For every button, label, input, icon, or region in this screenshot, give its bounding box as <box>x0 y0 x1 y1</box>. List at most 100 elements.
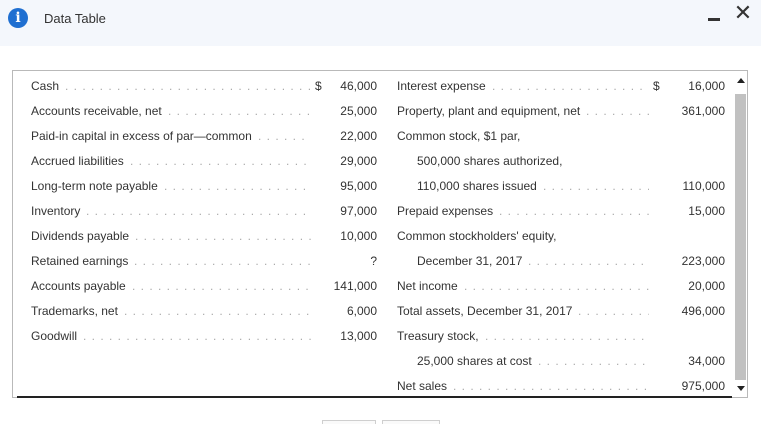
row-amount: 34,000 <box>688 354 725 368</box>
dot-leader <box>453 377 649 395</box>
row-amount: 13,000 <box>340 329 377 343</box>
dot-leader <box>124 302 311 320</box>
close-icon[interactable]: ✕ <box>733 0 753 25</box>
row-amount: 361,000 <box>681 104 725 118</box>
dot-leader <box>528 252 649 270</box>
dot-leader <box>168 102 311 120</box>
row-amount: 20,000 <box>688 279 725 293</box>
left-table-row: Accounts receivable, net 25,000 <box>31 102 381 120</box>
right-table-row: Property, plant and equipment, net 361,00… <box>397 102 727 120</box>
row-amount: 6,000 <box>346 304 377 318</box>
right-table-row: Prepaid expenses 15,000 <box>397 202 727 220</box>
dot-leader <box>464 277 649 295</box>
info-icon: i <box>8 8 28 28</box>
row-label: 110,000 shares issued <box>417 179 537 193</box>
right-table-row: 110,000 shares issued 110,000 <box>397 177 727 195</box>
row-label: Property, plant and equipment, net <box>397 104 581 118</box>
dot-leader <box>130 152 311 170</box>
dot-leader <box>578 302 649 320</box>
vertical-scrollbar[interactable] <box>734 72 747 396</box>
currency-symbol: $ <box>653 79 660 93</box>
row-label: Dividends payable <box>31 229 130 243</box>
left-table-row: Cash $46,000 <box>31 77 381 95</box>
right-table-row: Net sales 975,000 <box>397 377 727 395</box>
right-table-row: Treasury stock, <box>397 327 727 345</box>
row-label: Common stock, $1 par, <box>397 129 521 143</box>
row-amount: 141,000 <box>333 279 377 293</box>
minimize-icon[interactable] <box>706 10 722 26</box>
row-amount: 95,000 <box>340 179 377 193</box>
scroll-up-arrow-icon[interactable] <box>737 78 745 83</box>
dot-leader <box>492 77 649 95</box>
left-table-row: Paid-in capital in excess of par—common 2… <box>31 127 381 145</box>
row-amount: 10,000 <box>340 229 377 243</box>
left-table-row: Long-term note payable 95,000 <box>31 177 381 195</box>
row-amount: 25,000 <box>340 104 377 118</box>
right-table-row: Common stock, $1 par, <box>397 127 727 145</box>
scroll-down-arrow-icon[interactable] <box>737 386 745 391</box>
row-label: Goodwill <box>31 329 78 343</box>
left-table-row: Retained earnings? <box>31 252 381 270</box>
right-table-row: December 31, 2017 223,000 <box>397 252 727 270</box>
dot-leader <box>132 277 311 295</box>
dot-leader <box>543 177 649 195</box>
dot-leader <box>65 77 311 95</box>
row-label: Net sales <box>397 379 448 393</box>
row-label: 500,000 shares authorized, <box>417 154 563 168</box>
row-amount: ? <box>370 254 377 268</box>
table-bottom-rule <box>17 396 732 398</box>
row-amount: 110,000 <box>682 179 726 193</box>
footer-button-right[interactable] <box>382 420 440 424</box>
left-table-row: Accounts payable 141,000 <box>31 277 381 295</box>
row-label: 25,000 shares at cost <box>417 354 532 368</box>
row-label: Interest expense <box>397 79 486 93</box>
row-amount: 29,000 <box>340 154 377 168</box>
right-table-row: Total assets, December 31, 2017 496,000 <box>397 302 727 320</box>
row-amount: 46,000 <box>340 79 377 93</box>
row-amount: 975,000 <box>681 379 725 393</box>
row-label: Total assets, December 31, 2017 <box>397 304 573 318</box>
row-label: Retained earnings <box>31 254 129 268</box>
row-label: Prepaid expenses <box>397 204 494 218</box>
dialog-titlebar: i Data Table ✕ <box>0 0 761 46</box>
dot-leader <box>134 252 311 270</box>
footer-button-left[interactable] <box>322 420 376 424</box>
left-table-row: Accrued liabilities 29,000 <box>31 152 381 170</box>
dot-leader <box>258 127 311 145</box>
row-label: Cash <box>31 79 60 93</box>
dot-leader <box>135 227 311 245</box>
row-label: Treasury stock, <box>397 329 479 343</box>
row-amount: 223,000 <box>681 254 725 268</box>
row-label: Accrued liabilities <box>31 154 124 168</box>
row-label: Long-term note payable <box>31 179 158 193</box>
right-table-row: Net income 20,000 <box>397 277 727 295</box>
right-table-row: 500,000 shares authorized, <box>397 152 727 170</box>
dot-leader <box>83 327 311 345</box>
row-label: Accounts receivable, net <box>31 104 162 118</box>
scrollbar-thumb[interactable] <box>735 94 746 380</box>
dialog-title: Data Table <box>44 11 106 26</box>
row-label: December 31, 2017 <box>417 254 523 268</box>
row-label: Net income <box>397 279 458 293</box>
dot-leader <box>586 102 649 120</box>
row-label: Paid-in capital in excess of par—common <box>31 129 252 143</box>
row-label: Inventory <box>31 204 81 218</box>
row-amount: 97,000 <box>340 204 377 218</box>
currency-symbol: $ <box>315 79 322 93</box>
dot-leader <box>499 202 649 220</box>
row-amount: 22,000 <box>340 129 377 143</box>
row-label: Accounts payable <box>31 279 126 293</box>
row-amount: 496,000 <box>681 304 725 318</box>
left-table-row: Goodwill 13,000 <box>31 327 381 345</box>
right-table-row: Common stockholders' equity, <box>397 227 727 245</box>
dot-leader <box>485 327 649 345</box>
left-table-row: Inventory 97,000 <box>31 202 381 220</box>
dot-leader <box>538 352 649 370</box>
right-table-row: 25,000 shares at cost 34,000 <box>397 352 727 370</box>
dot-leader <box>86 202 311 220</box>
dot-leader <box>164 177 311 195</box>
row-label: Trademarks, net <box>31 304 118 318</box>
row-label: Common stockholders' equity, <box>397 229 557 243</box>
row-amount: 15,000 <box>688 204 725 218</box>
left-table-row: Trademarks, net 6,000 <box>31 302 381 320</box>
